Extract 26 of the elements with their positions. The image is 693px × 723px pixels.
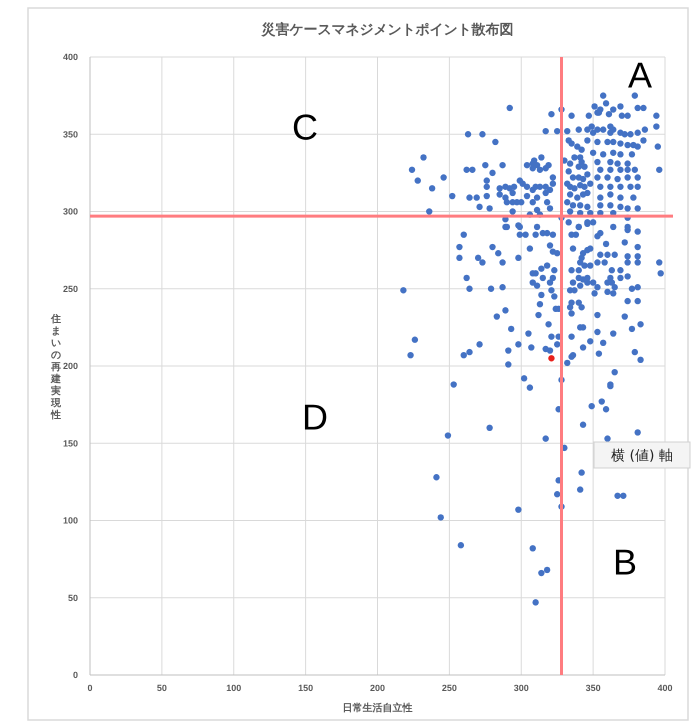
y-tick-label: 200: [62, 361, 78, 371]
y-tick-label: 250: [62, 284, 78, 294]
x-tick-label: 100: [226, 683, 242, 693]
y-tick-label: 50: [68, 592, 78, 603]
annotation: B: [612, 542, 638, 583]
y-tick-label: 300: [62, 206, 78, 216]
x-tick-label: 0: [87, 683, 93, 693]
y-tick-label: 150: [62, 438, 78, 448]
annotation: D: [302, 396, 328, 438]
x-tick-label: 250: [442, 683, 457, 693]
x-tick-label: 150: [298, 683, 314, 693]
y-tick-label: 100: [62, 516, 78, 526]
annotation: 横 (値) 軸: [611, 448, 673, 464]
x-tick-label: 200: [370, 683, 386, 693]
annotation: A: [628, 54, 652, 96]
x-tick-label: 400: [657, 683, 673, 693]
text: 住まいの再建実現性: [51, 314, 61, 421]
x-tick-label: 300: [514, 683, 529, 693]
annotation: C: [292, 106, 318, 148]
chart-title: 災害ケースマネジメントポイント散布図: [260, 21, 514, 38]
x-tick-label: 350: [586, 683, 601, 693]
x-axis-title: 日常生活自立性: [342, 702, 412, 714]
x-tick-label: 50: [156, 683, 167, 693]
y-tick-label: 400: [62, 52, 78, 62]
y-tick-label: 0: [72, 670, 78, 680]
y-tick-label: 350: [62, 129, 78, 140]
